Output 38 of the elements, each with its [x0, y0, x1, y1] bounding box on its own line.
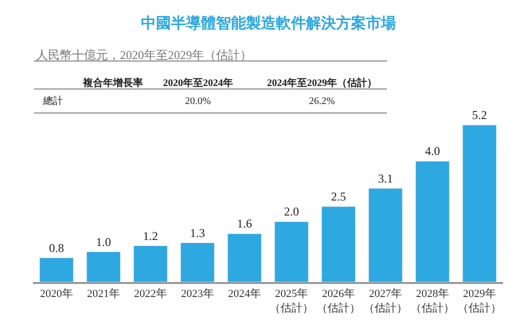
- bar: [86, 252, 121, 282]
- bar: [39, 258, 74, 282]
- x-tick-label: 2027年（估計）: [364, 288, 408, 314]
- x-tick-label: 2023年: [181, 288, 214, 300]
- bar: [368, 188, 403, 282]
- data-label: 1.6: [237, 216, 252, 231]
- data-label: 1.0: [96, 234, 111, 249]
- bar: [462, 124, 497, 282]
- data-label: 4.0: [425, 144, 440, 158]
- x-tick-label: 2024年: [228, 288, 261, 300]
- text: 複合年增長率: [82, 77, 143, 89]
- x-tick-label: 2028年（估計）: [410, 288, 454, 314]
- bar: [227, 233, 262, 282]
- chart-subtitle: 人民幣十億元，2020年至2029年（估計）: [36, 48, 252, 62]
- text: 2024年至2029年（估計）: [267, 77, 377, 89]
- x-tick-label: 2029年（估計）: [458, 288, 502, 314]
- data-label: 1.2: [143, 228, 158, 243]
- text: 26.2%: [309, 96, 335, 107]
- x-tick-label: 2020年: [40, 288, 73, 300]
- text: 20.0%: [185, 96, 211, 107]
- data-label: 1.3: [190, 226, 205, 240]
- bar: [133, 246, 168, 282]
- bar: [321, 206, 356, 282]
- x-tick-label: 2026年（估計）: [316, 288, 360, 314]
- data-label: 2.5: [331, 190, 346, 204]
- x-tick-label: 2025年（估計）: [270, 288, 314, 314]
- text: 2020年至2024年: [163, 77, 233, 89]
- x-tick-label: 2022年: [134, 288, 167, 300]
- x-tick-label: 2021年: [87, 288, 120, 300]
- bar: [415, 160, 450, 282]
- data-label: 3.1: [378, 171, 393, 186]
- text: 總計: [42, 95, 63, 107]
- data-label: 0.8: [49, 240, 64, 255]
- data-label: 2.0: [284, 204, 299, 219]
- bar: [180, 242, 215, 282]
- chart-title: 中國半導體智能製造軟件解決方案市場: [141, 14, 396, 32]
- bar: [274, 221, 309, 282]
- data-label: 5.2: [472, 108, 487, 122]
